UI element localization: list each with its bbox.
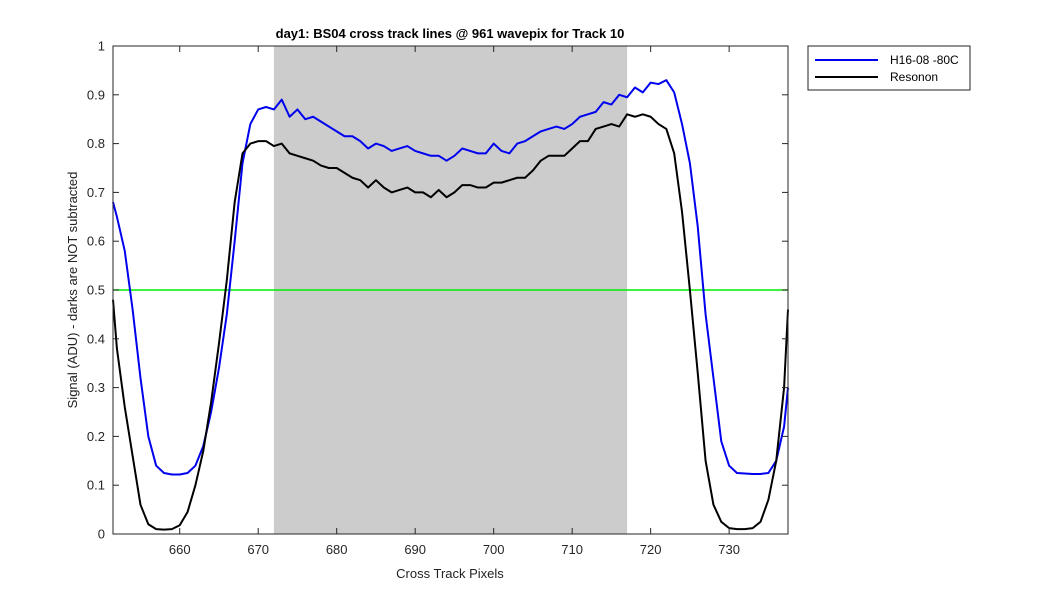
y-tick-label: 1	[98, 39, 105, 54]
x-axis-label: Cross Track Pixels	[396, 566, 504, 581]
x-tick-label: 730	[718, 542, 740, 557]
x-tick-label: 680	[326, 542, 348, 557]
y-tick-label: 0.6	[87, 234, 105, 249]
y-tick-label: 0.8	[87, 136, 105, 151]
legend-label-h16-08: H16-08 -80C	[890, 53, 959, 67]
x-tick-label: 700	[483, 542, 505, 557]
legend-box	[807, 45, 971, 91]
series-line-resonon	[112, 113, 789, 531]
chart-title: day1: BS04 cross track lines @ 961 wavep…	[276, 26, 625, 41]
plot-area: 660 670 680 690 700 710 720 730 0 0.1 0.2 0.3 0.4 0.5…	[87, 39, 789, 557]
x-tick-label: 720	[640, 542, 662, 557]
y-tick-label: 0.3	[87, 380, 105, 395]
y-axis-label: Signal (ADU) - darks are NOT subtracted	[65, 172, 80, 409]
y-tick-label: 0.4	[87, 331, 105, 346]
x-tick-label: 710	[561, 542, 583, 557]
x-tick-label: 690	[404, 542, 426, 557]
y-tick-label: 0.2	[87, 429, 105, 444]
y-tick-label: 0	[98, 527, 105, 542]
y-tick-label: 0.1	[87, 478, 105, 493]
y-tick-label: 0.7	[87, 185, 105, 200]
legend: H16-08 -80C Resonon	[807, 45, 971, 91]
x-tick-label: 670	[247, 542, 269, 557]
y-tick-label: 0.5	[87, 283, 105, 298]
series-line-h16-08-80c	[112, 79, 789, 476]
legend-label-resonon: Resonon	[890, 70, 938, 84]
y-tick-label: 0.9	[87, 87, 105, 102]
x-tick-label: 660	[169, 542, 191, 557]
